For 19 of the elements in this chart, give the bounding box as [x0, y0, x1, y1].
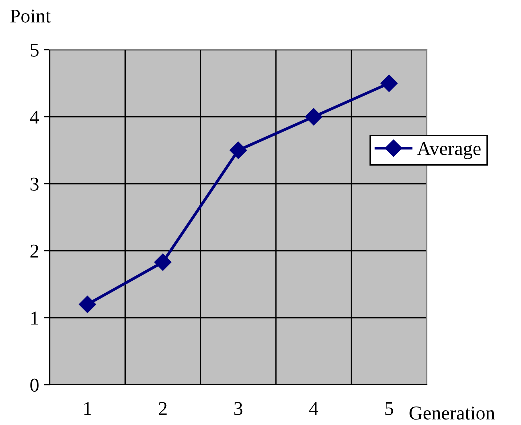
y-tick-label: 2 [30, 244, 39, 258]
legend-label: Average [417, 142, 481, 160]
x-tick-label: 2 [159, 402, 167, 416]
y-tick-label: 4 [30, 110, 40, 124]
y-tick-label: 5 [30, 44, 39, 57]
x-tick-label: 5 [386, 402, 394, 416]
x-tick-label: 1 [84, 402, 92, 416]
point [154, 254, 172, 271]
point [79, 296, 96, 314]
y-axis-title: Point [10, 10, 51, 23]
x-axis-title: Generation [410, 406, 496, 420]
y-tick-label: 1 [32, 312, 38, 325]
x-tick-label: 3 [234, 402, 243, 416]
y-tick-label: 0 [30, 378, 39, 392]
x-tick-label: 4 [309, 402, 318, 416]
point [230, 142, 248, 160]
y-tick-label: 3 [30, 178, 39, 191]
point [380, 74, 398, 92]
point [305, 108, 322, 126]
